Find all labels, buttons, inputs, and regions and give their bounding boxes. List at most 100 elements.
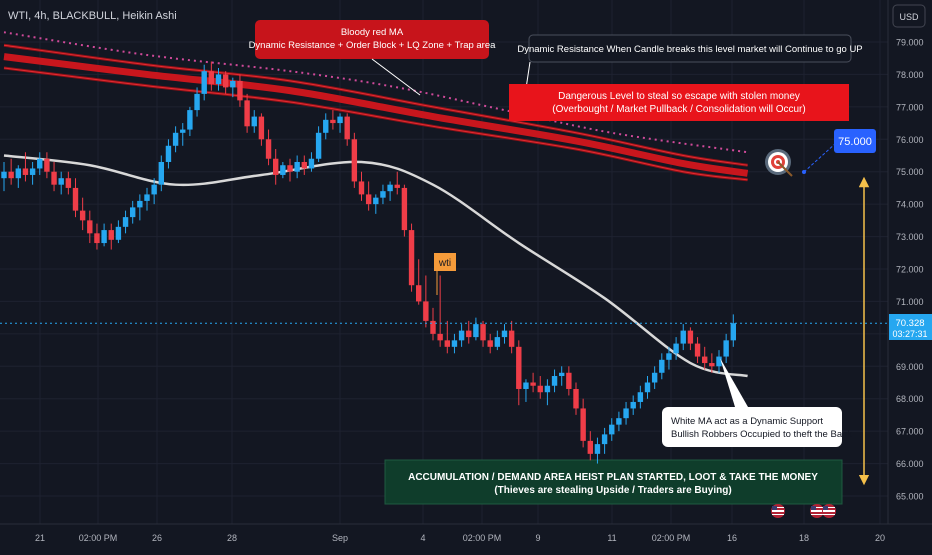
time-tick: 02:00 PM	[652, 533, 691, 543]
candle-body	[644, 382, 651, 393]
candle-body	[315, 132, 322, 159]
time-tick: 02:00 PM	[463, 533, 502, 543]
time-tick: 20	[875, 533, 885, 543]
candle-body	[630, 401, 636, 409]
currency-button[interactable]	[892, 4, 926, 28]
candle-body	[537, 385, 543, 393]
price-tick: 68.000	[896, 394, 924, 404]
candle-body	[673, 343, 679, 354]
candle-body	[387, 184, 393, 192]
price-tick: 74.000	[896, 200, 924, 210]
candle-body	[222, 74, 229, 88]
candle-body	[280, 165, 286, 175]
candle-body	[437, 333, 443, 341]
candle-body	[337, 116, 343, 124]
candle-body	[494, 337, 501, 347]
bar-countdown: 03:27:31	[892, 329, 927, 339]
candle-body	[94, 233, 100, 244]
candle-body	[666, 353, 672, 360]
symbol-title: WTI, 4h, BLACKBULL, Heikin Ashi	[8, 10, 177, 22]
danger-level-line2: (Overbought / Market Pullback / Consolid…	[552, 104, 805, 115]
red-ma-line	[3, 53, 749, 177]
candle-body	[616, 418, 622, 425]
candle-body	[108, 230, 114, 240]
us-flag-icon[interactable]	[771, 504, 785, 518]
candle-body	[373, 197, 379, 205]
target-pointer-dot	[802, 170, 806, 174]
candle-body	[444, 340, 450, 347]
breakout-note-text: Dynamic Resistance When Candle breaks th…	[517, 44, 862, 55]
candle-body	[401, 187, 408, 231]
price-axis-panel[interactable]	[888, 0, 932, 550]
candle-body	[230, 80, 236, 88]
price-tick: 72.000	[896, 265, 924, 275]
candle-body	[637, 392, 644, 402]
danger-level-box[interactable]	[509, 84, 849, 121]
time-axis-labels: 21 02:00 PM 26 28 Sep 4 02:00 PM 9 11 02:00 PM 16 1…	[35, 533, 885, 543]
candle-body	[601, 434, 608, 445]
accumulation-zone[interactable]	[384, 459, 843, 505]
candle-body	[137, 200, 143, 208]
candle-body	[609, 424, 615, 435]
price-tick: 75.000	[896, 167, 924, 177]
target-icon	[765, 149, 793, 177]
white-ma-line	[3, 154, 748, 378]
candle-body	[1, 171, 7, 179]
us-flag-icon[interactable]	[810, 504, 824, 518]
candle-body	[394, 184, 400, 188]
price-tick: 78.000	[896, 70, 924, 80]
candle-body	[323, 119, 329, 133]
candle-body	[458, 330, 465, 341]
candle-body	[130, 207, 136, 218]
candle-body	[144, 194, 150, 201]
candle-body	[101, 230, 107, 244]
candle-body	[623, 408, 629, 419]
last-price-badge	[889, 314, 932, 340]
currency-button-label: USD	[899, 12, 919, 22]
candle-body	[294, 161, 300, 172]
white-ma-note-line1: White MA act as a Dynamic Support	[671, 416, 823, 427]
time-tick: 21	[35, 533, 45, 543]
red-ma-note-line1: Bloody red MA	[341, 27, 404, 38]
price-tick: 77.000	[896, 102, 924, 112]
candle-body	[358, 181, 365, 195]
candle-body	[587, 440, 593, 454]
red-ma-note[interactable]	[255, 20, 489, 59]
candle-body	[87, 220, 93, 234]
candlesticks	[1, 61, 736, 464]
candle-body	[430, 320, 436, 334]
candle-body	[566, 372, 572, 389]
red-ma-note-pointer	[371, 58, 421, 96]
candle-body	[251, 116, 257, 127]
candle-body	[551, 376, 558, 386]
price-tick: 65.000	[896, 492, 924, 502]
price-tick: 69.000	[896, 362, 924, 372]
wti-label[interactable]	[434, 253, 456, 271]
candle-body	[51, 171, 57, 185]
candle-body	[165, 145, 172, 162]
candle-body	[172, 132, 179, 146]
candle-body	[29, 168, 36, 175]
candle-body	[8, 171, 14, 179]
target-label-text: 75.000	[838, 136, 872, 148]
target-pointer	[803, 142, 837, 173]
target-label[interactable]	[834, 129, 876, 153]
candle-body	[44, 158, 50, 172]
dotted-ma-line	[3, 31, 748, 154]
candle-body	[473, 324, 479, 338]
candle-body	[716, 356, 722, 367]
time-tick: Sep	[332, 533, 348, 543]
candle-body	[466, 330, 472, 338]
us-flag-icon[interactable]	[822, 504, 836, 518]
red-ma-edge	[3, 44, 748, 166]
candle-body	[501, 330, 508, 338]
candle-body	[594, 444, 601, 454]
accumulation-line2: (Thieves are stealing Upside / Traders a…	[494, 485, 731, 496]
white-ma-note[interactable]	[662, 407, 842, 447]
candle-body	[687, 330, 694, 344]
candle-body	[487, 340, 493, 347]
candle-body	[723, 340, 729, 357]
breakout-note[interactable]	[528, 34, 852, 63]
